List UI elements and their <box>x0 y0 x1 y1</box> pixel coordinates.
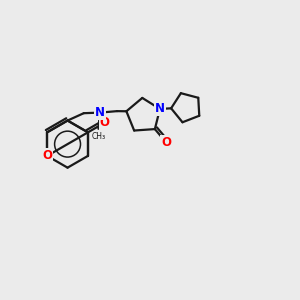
Text: CH₃: CH₃ <box>92 132 106 141</box>
Text: O: O <box>161 136 171 149</box>
Text: O: O <box>100 116 110 129</box>
Text: O: O <box>42 149 52 162</box>
Text: N: N <box>155 102 165 116</box>
Text: N: N <box>95 106 105 119</box>
